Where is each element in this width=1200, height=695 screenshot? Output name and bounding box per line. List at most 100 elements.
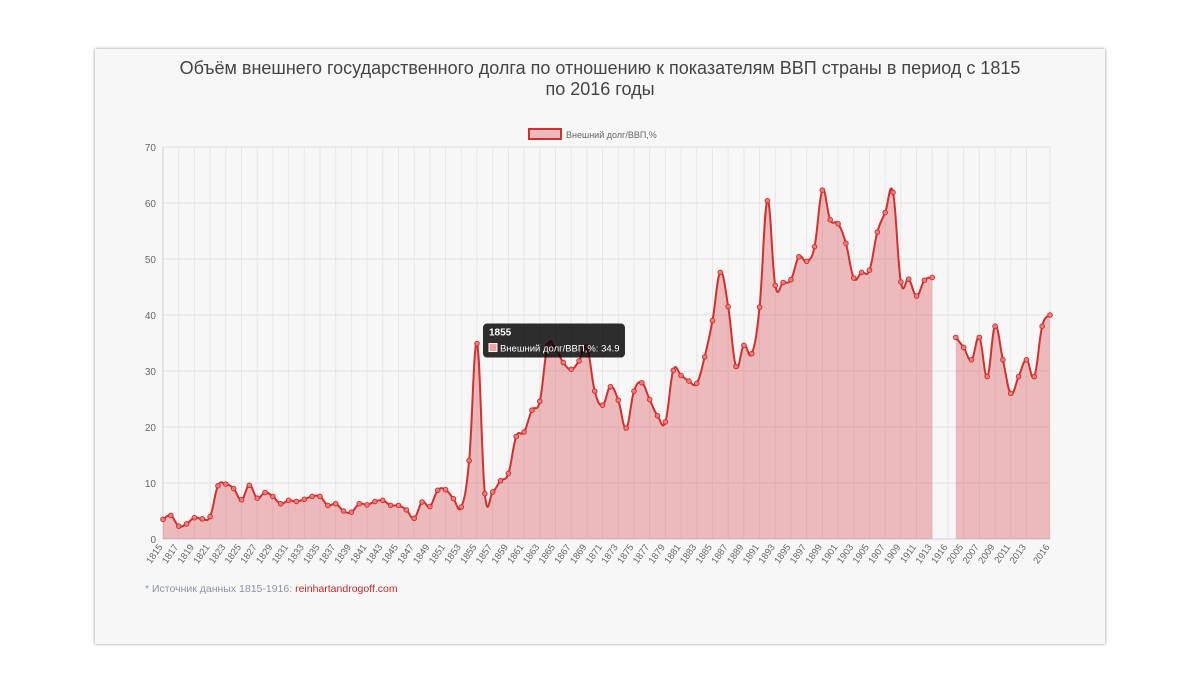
point	[505, 470, 512, 477]
point	[693, 380, 700, 387]
point	[960, 344, 967, 351]
point	[780, 279, 786, 286]
point	[733, 363, 739, 370]
point	[521, 429, 527, 435]
point	[709, 317, 716, 324]
point	[803, 258, 810, 265]
point	[482, 490, 488, 497]
point	[639, 379, 645, 386]
point	[293, 498, 300, 505]
point	[536, 398, 543, 405]
source-link[interactable]: reinhartandrogoff.com	[295, 583, 398, 595]
point	[654, 413, 661, 419]
point	[717, 269, 724, 276]
point	[976, 334, 983, 341]
point	[764, 197, 771, 204]
point	[560, 359, 567, 366]
area-fill	[163, 188, 1050, 539]
point	[882, 209, 888, 216]
point	[395, 502, 402, 509]
point	[788, 276, 794, 283]
point	[1039, 323, 1045, 330]
point	[309, 493, 315, 500]
point	[246, 482, 253, 489]
point	[827, 217, 834, 223]
point	[741, 342, 747, 349]
point	[678, 372, 684, 379]
point	[607, 383, 614, 390]
point	[364, 502, 370, 508]
point	[372, 498, 378, 505]
point	[183, 521, 190, 527]
point	[450, 495, 457, 502]
tooltip-box	[482, 323, 625, 358]
tooltip-swatch	[488, 343, 498, 353]
point	[686, 378, 692, 384]
point	[254, 495, 260, 501]
point	[262, 489, 268, 496]
chart-title: Объём внешнего государственного долга по…	[180, 58, 1021, 99]
y-tick-label: 40	[145, 311, 157, 322]
point	[230, 485, 237, 492]
point	[646, 396, 653, 403]
point	[615, 397, 622, 403]
point	[175, 523, 182, 529]
x-tick-label: 2013	[1008, 542, 1029, 566]
point	[756, 304, 763, 310]
point	[953, 334, 959, 341]
source-text: * Источник данных 1815-1916:	[145, 583, 295, 595]
point	[890, 189, 896, 196]
source-note: * Источник данных 1815-1916: reinhartand…	[145, 583, 398, 595]
point	[576, 358, 582, 364]
point	[1007, 390, 1014, 397]
tooltip-title: 1855	[489, 328, 512, 339]
point	[772, 282, 779, 289]
point	[984, 373, 991, 380]
point	[434, 487, 441, 494]
point	[191, 514, 198, 521]
point	[270, 493, 276, 500]
point	[992, 323, 998, 330]
legend-swatch	[528, 128, 562, 140]
point	[497, 477, 504, 484]
point	[489, 489, 496, 495]
point	[301, 496, 308, 503]
point	[340, 508, 347, 514]
point	[670, 367, 677, 374]
point	[874, 229, 881, 235]
point	[748, 350, 755, 357]
point	[599, 402, 606, 408]
tooltip-label: Внешний долг/ВВП,%: 34.9	[500, 344, 620, 355]
legend-label: Внешний долг/ВВП,%	[566, 130, 657, 140]
point	[631, 388, 637, 394]
point	[427, 503, 433, 510]
point	[379, 497, 386, 504]
y-tick-label: 30	[145, 367, 157, 378]
y-tick-label: 20	[145, 423, 157, 434]
point	[387, 502, 394, 509]
y-tick-label: 10	[145, 479, 157, 490]
point	[811, 243, 818, 250]
point	[1047, 312, 1053, 318]
point	[1023, 357, 1030, 363]
point	[215, 483, 221, 489]
x-tick-label: 2009	[976, 542, 997, 566]
point	[905, 276, 912, 282]
point	[819, 187, 826, 193]
y-tick-label: 60	[145, 199, 157, 210]
point	[866, 267, 873, 274]
point	[843, 240, 849, 247]
point	[858, 269, 865, 276]
point	[1031, 373, 1038, 380]
y-tick-label: 50	[145, 255, 157, 266]
point	[199, 516, 206, 522]
point	[850, 275, 857, 281]
point	[325, 502, 331, 509]
point	[419, 499, 425, 505]
point	[466, 457, 472, 464]
point	[411, 515, 417, 522]
point	[332, 500, 339, 507]
point	[701, 354, 708, 360]
point	[277, 500, 284, 507]
